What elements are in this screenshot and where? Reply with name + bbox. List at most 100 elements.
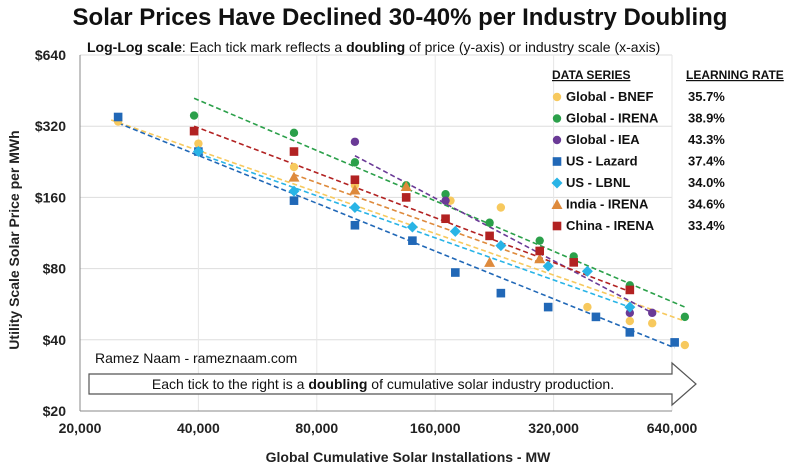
- legend-label-us-lbnl: US - LBNL: [566, 175, 630, 190]
- data-point-global-irena: [485, 218, 494, 227]
- legend-label-china-irena: China - IRENA: [566, 218, 655, 233]
- data-point-us-lazard: [670, 338, 679, 347]
- data-point-global-irena: [350, 158, 360, 167]
- subtitle-part2: of price (y-axis) or industry scale (x-a…: [405, 39, 660, 55]
- data-point-us-lbnl: [406, 221, 418, 233]
- x-axis-label: Global Cumulative Solar Installations - …: [266, 449, 551, 465]
- data-point-china-irena: [350, 175, 360, 185]
- doubling-arrow: [88, 361, 697, 407]
- data-point-us-lazard: [451, 268, 460, 277]
- legend-rate-global-iea: 43.3%: [688, 132, 725, 147]
- legend-label-global-irena: Global - IRENA: [566, 111, 659, 126]
- data-point-global-irena: [680, 312, 690, 322]
- y-tick-label: $640: [35, 47, 66, 63]
- data-point-us-lbnl: [449, 225, 461, 237]
- legend-rate-us-lbnl: 34.0%: [688, 175, 725, 190]
- arrow-note: Each tick to the right is a doubling of …: [152, 376, 614, 392]
- data-point-global-irena: [289, 128, 299, 138]
- data-point-china-irena: [485, 231, 494, 241]
- legend-marker-us-lbnl: [551, 177, 563, 189]
- arrow-note-part2: of cumulative solar industry production.: [367, 376, 614, 392]
- arrow-note-part1: Each tick to the right is a: [152, 376, 308, 392]
- legend-label-india-irena: India - IRENA: [566, 197, 649, 212]
- legend-rate-global-bnef: 35.7%: [688, 89, 725, 104]
- x-tick-label: 40,000: [177, 420, 220, 436]
- data-point-china-irena: [535, 246, 545, 256]
- data-point-india-irena: [484, 256, 496, 267]
- data-point-china-irena: [569, 258, 579, 267]
- data-point-global-irena: [535, 236, 544, 245]
- data-point-us-lazard: [543, 302, 553, 312]
- data-point-us-lbnl: [624, 301, 636, 313]
- data-point-us-lazard: [289, 196, 299, 205]
- subtitle-part1: : Each tick mark reflects a: [182, 39, 346, 55]
- data-point-global-iea: [625, 308, 635, 318]
- legend-header-series: DATA SERIES: [552, 68, 630, 82]
- trend-line-china-irena: [193, 125, 631, 293]
- data-point-us-lbnl: [542, 260, 554, 272]
- data-point-us-lazard: [113, 112, 123, 122]
- data-point-us-lbnl: [581, 265, 593, 277]
- trend-line-us-lazard: [117, 122, 675, 349]
- data-point-india-irena: [288, 171, 300, 182]
- data-point-global-bnef: [680, 340, 690, 350]
- data-point-india-irena: [349, 184, 361, 195]
- subtitle-prefix: Log-Log scale: [87, 39, 182, 55]
- data-point-india-irena: [400, 180, 412, 191]
- legend-marker-global-bnef: [552, 92, 562, 102]
- legend-label-global-iea: Global - IEA: [566, 132, 640, 147]
- x-tick-label: 640,000: [647, 420, 698, 436]
- data-point-india-irena: [534, 253, 546, 264]
- arrow-note-emphasis: doubling: [308, 376, 367, 392]
- data-point-global-bnef: [648, 319, 657, 328]
- data-point-us-lazard: [350, 220, 360, 230]
- data-point-us-lbnl: [495, 240, 507, 252]
- data-point-global-iea: [648, 308, 657, 318]
- y-tick-label: $320: [35, 118, 66, 134]
- legend-label-us-lazard: US - Lazard: [566, 154, 638, 169]
- data-point-global-irena: [189, 111, 199, 120]
- legend-marker-us-lazard: [552, 157, 562, 166]
- data-point-global-iea: [441, 196, 450, 205]
- y-tick-label: $40: [43, 332, 67, 348]
- data-point-global-irena: [441, 190, 450, 199]
- data-point-global-iea: [350, 137, 360, 146]
- legend-rate-china-irena: 33.4%: [688, 218, 725, 233]
- legend-label-global-bnef: Global - BNEF: [566, 89, 653, 104]
- data-point-global-bnef: [289, 162, 299, 172]
- data-point-us-lazard: [496, 288, 506, 298]
- trend-line-global-irena: [193, 97, 686, 308]
- data-point-us-lbnl: [288, 185, 300, 197]
- y-tick-label: $160: [35, 189, 66, 205]
- x-tick-label: 20,000: [59, 420, 102, 436]
- trend-line-global-bnef: [110, 119, 686, 322]
- data-point-china-irena: [189, 126, 199, 136]
- y-tick-label: $20: [43, 403, 67, 419]
- data-point-global-bnef: [496, 203, 506, 212]
- legend: Global - BNEF 35.7% Global - IRENA 38.9% Glo…: [551, 89, 725, 233]
- legend-rate-us-lazard: 37.4%: [688, 154, 725, 169]
- data-point-global-bnef: [194, 139, 203, 148]
- data-point-us-lazard: [591, 312, 601, 322]
- data-point-china-irena: [625, 285, 635, 295]
- chart-title: Solar Prices Have Declined 30-40% per In…: [72, 4, 728, 31]
- data-point-china-irena: [441, 214, 450, 224]
- plot-gridlines: [79, 54, 673, 412]
- x-tick-label: 160,000: [410, 420, 461, 436]
- data-point-us-lazard: [408, 236, 417, 245]
- axis-ticks: 20,000 40,000 80,000 160,000 320,000 640,000 $…: [35, 47, 698, 436]
- data-point-china-irena: [401, 193, 411, 202]
- data-point-us-lbnl: [192, 146, 204, 158]
- legend-marker-global-iea: [552, 135, 562, 145]
- legend-rate-india-irena: 34.6%: [688, 197, 725, 212]
- chart-subtitle: Log-Log scale: Each tick mark reflects a…: [87, 39, 660, 55]
- legend-marker-china-irena: [552, 221, 562, 231]
- subtitle-emphasis: doubling: [346, 39, 405, 55]
- data-points: [113, 111, 690, 350]
- attribution: Ramez Naam - rameznaam.com: [95, 350, 297, 366]
- data-point-us-lbnl: [349, 202, 361, 214]
- legend-rate-global-irena: 38.9%: [688, 111, 725, 126]
- x-tick-label: 80,000: [295, 420, 338, 436]
- legend-header-rate: LEARNING RATE: [686, 68, 784, 82]
